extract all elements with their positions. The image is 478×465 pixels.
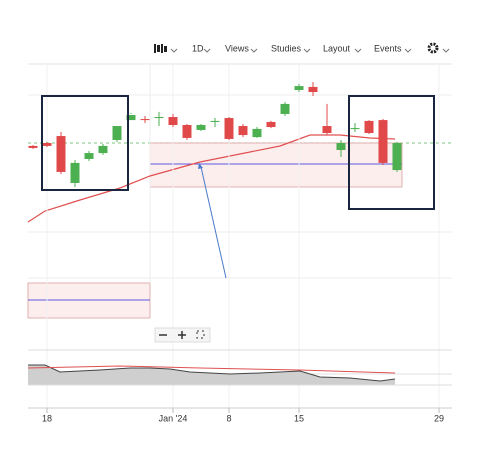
zoom-in[interactable] [178, 331, 186, 339]
candle-body [70, 162, 80, 183]
candle-body [322, 126, 332, 133]
zoom-reset[interactable] [196, 330, 205, 339]
chevron [354, 48, 362, 53]
candle-body [140, 119, 150, 121]
candle-body [238, 126, 248, 136]
candle-body [28, 145, 38, 148]
toolbar-item[interactable]: Events [374, 43, 402, 53]
volume-panel [27, 349, 452, 386]
toolbar: 1D Views Studies Layout Events [154, 42, 450, 54]
candle-body [252, 128, 262, 138]
moving-average [27, 134, 396, 223]
candle-body [224, 118, 234, 139]
zoom-controls [154, 327, 211, 343]
candle-body [210, 120, 220, 122]
toolbar-item[interactable]: 1D [192, 43, 204, 53]
settings-button[interactable] [427, 42, 450, 54]
chevron [404, 48, 412, 53]
candle-body [196, 125, 206, 130]
candle-body [56, 136, 66, 172]
highlight-box [41, 95, 129, 191]
toolbar-item[interactable]: Studies [271, 43, 302, 53]
candle-body [378, 120, 388, 163]
band [149, 142, 403, 188]
candle-body [350, 128, 360, 130]
arrow-head [198, 163, 203, 169]
highlight-boxes [41, 95, 435, 210]
chevron [203, 48, 211, 53]
chevron [250, 48, 258, 53]
arrow [200, 166, 227, 279]
toolbar-item[interactable]: Views [225, 43, 249, 53]
candle-body [308, 86, 318, 93]
volume-line [28, 364, 396, 382]
candle-body [42, 143, 52, 146]
x-tick-label: Jan '24 [159, 413, 188, 423]
candle-body [182, 125, 192, 138]
candle-body [84, 153, 94, 160]
chevron [303, 48, 311, 53]
candle-body [294, 86, 304, 90]
candle-body [126, 114, 136, 121]
volume-area [28, 365, 395, 385]
volume-average [27, 365, 396, 374]
candle-body [392, 143, 402, 171]
x-tick-label: 15 [294, 413, 304, 423]
x-tick-label: 8 [226, 413, 231, 423]
candle-body [364, 120, 374, 133]
candle-body [266, 121, 276, 128]
candle-body [168, 117, 178, 126]
candle-body [112, 126, 122, 140]
candle-body [336, 143, 346, 150]
candle-body [280, 103, 290, 114]
candle-body [98, 145, 108, 154]
highlight-box [348, 95, 435, 210]
plot-decor [27, 63, 452, 319]
chart-type-button[interactable] [154, 44, 178, 53]
toolbar-item[interactable]: Layout [323, 43, 351, 53]
candle-body [154, 117, 164, 119]
x-tick-label: 29 [434, 413, 444, 423]
x-tick-label: 18 [42, 413, 52, 423]
